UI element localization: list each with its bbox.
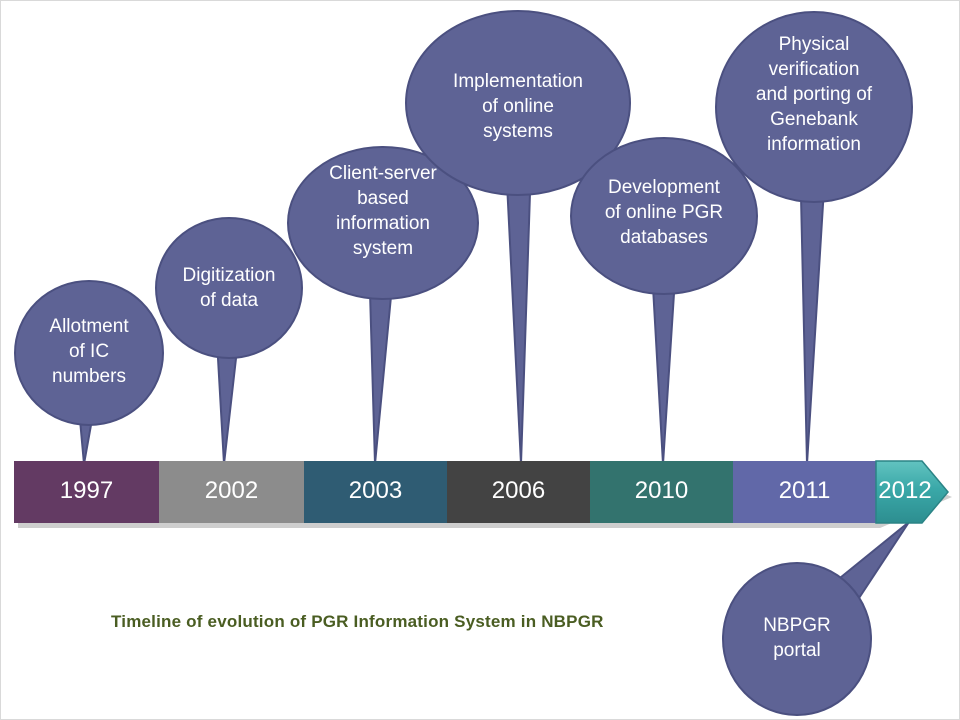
timeline-segment-2012[interactable]	[876, 461, 948, 523]
timeline-bar	[14, 461, 948, 523]
callout-2011[interactable]	[716, 12, 912, 202]
callout-1997[interactable]	[15, 281, 163, 425]
callout-portal[interactable]	[723, 563, 871, 715]
timeline-segment-2003[interactable]	[304, 461, 447, 523]
timeline-segment-2010[interactable]	[590, 461, 733, 523]
callout-2010[interactable]	[571, 138, 757, 294]
timeline-segment-2006[interactable]	[447, 461, 590, 523]
timeline-segment-1997[interactable]	[14, 461, 159, 523]
callout-2002[interactable]	[156, 218, 302, 358]
timeline-segment-2011[interactable]	[733, 461, 876, 523]
timeline-diagram: 1997200220032006201020112012 Allotment o…	[0, 0, 960, 720]
callout-bubbles	[15, 11, 912, 715]
timeline-segment-2002[interactable]	[159, 461, 304, 523]
diagram-caption: Timeline of evolution of PGR Information…	[111, 612, 671, 632]
